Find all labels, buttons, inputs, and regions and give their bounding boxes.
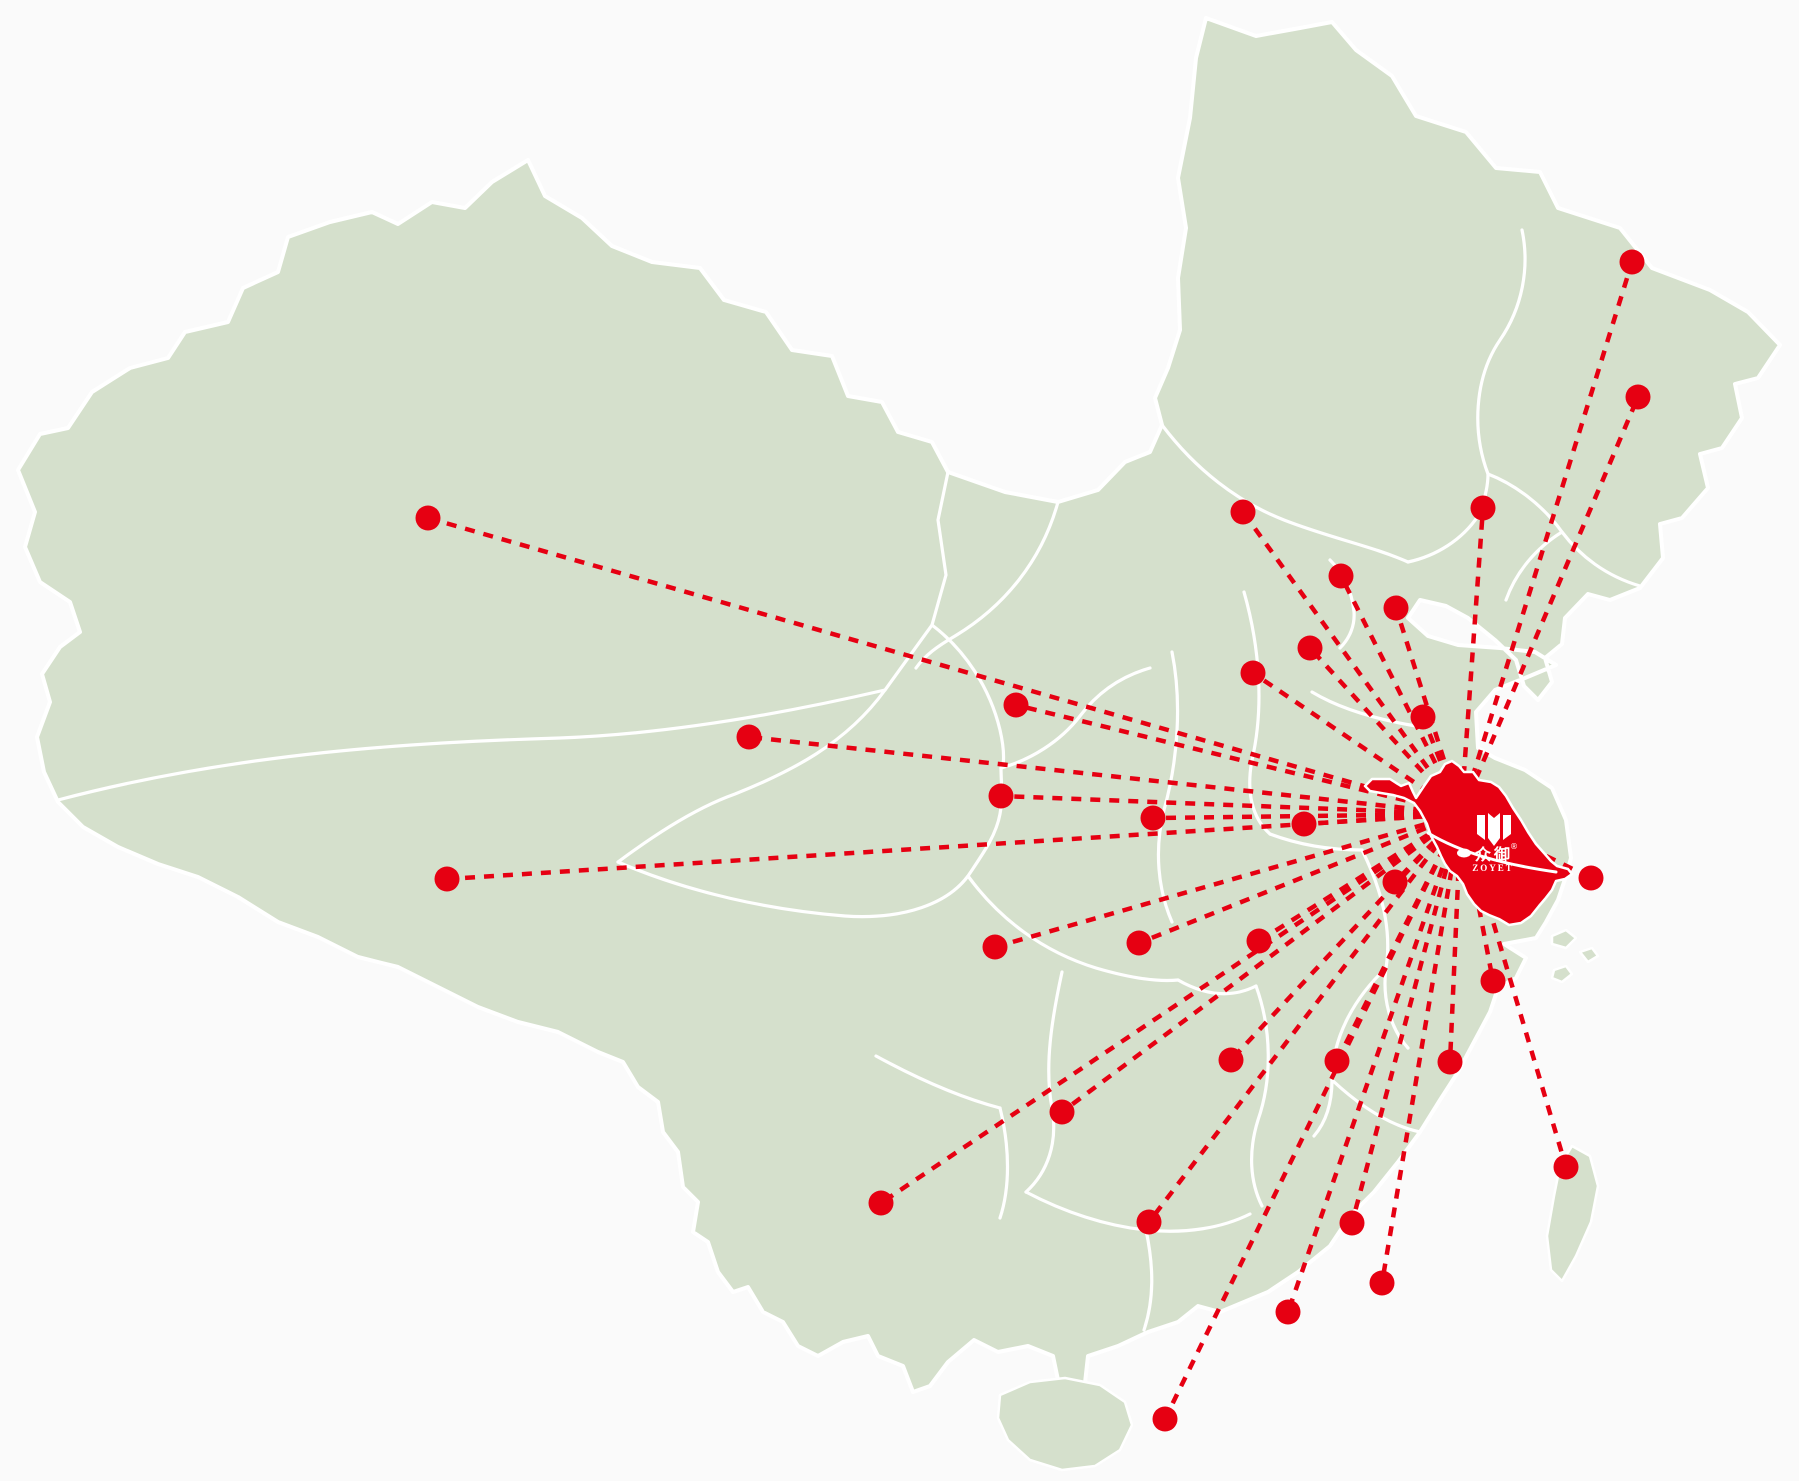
location-dot-7 bbox=[982, 934, 1008, 960]
highlight-region-jiangsu bbox=[1363, 759, 1574, 927]
border-henan-anhui bbox=[1268, 832, 1364, 852]
yangtze-river-line bbox=[1426, 831, 1558, 874]
connection-line-7 bbox=[994, 811, 1462, 950]
border-gansu-shaanxi bbox=[999, 666, 1152, 770]
location-dot-3 bbox=[434, 866, 460, 892]
border-yunnan-sichuan bbox=[874, 1054, 1002, 1110]
location-dot-30 bbox=[1383, 595, 1409, 621]
shield-left-bar bbox=[1477, 815, 1485, 840]
border-tibet-qinghai bbox=[616, 688, 887, 864]
border-tibet-sichuan bbox=[616, 766, 1004, 919]
zoyet-logo: 众御 ® ZOYET bbox=[1472, 813, 1518, 873]
logo-chinese-text: 众御 bbox=[1475, 845, 1513, 864]
connection-line-24 bbox=[1393, 812, 1463, 884]
location-dot-6 bbox=[1140, 805, 1166, 831]
shield-center bbox=[1488, 813, 1500, 846]
location-dot-10 bbox=[1049, 1099, 1075, 1125]
border-henan-shandong bbox=[1310, 690, 1418, 728]
location-dot-33 bbox=[1410, 704, 1436, 730]
tai-lake bbox=[1457, 848, 1471, 858]
zhoushan-islet-2 bbox=[1578, 946, 1600, 964]
border-fujian-north bbox=[1330, 1078, 1422, 1134]
border-hubei-hunan bbox=[1176, 978, 1258, 996]
location-dot-22 bbox=[1578, 865, 1604, 891]
location-dot-32 bbox=[1240, 660, 1266, 686]
shield-right-bar bbox=[1503, 815, 1511, 840]
border-guangdong-guangxi bbox=[1142, 1228, 1154, 1332]
location-dots bbox=[415, 249, 1651, 1432]
border-shanxi-hebei bbox=[1242, 590, 1272, 836]
border-xinjiang-tibet bbox=[56, 688, 887, 802]
location-dot-25 bbox=[1230, 499, 1256, 525]
connection-line-15 bbox=[1349, 813, 1464, 1224]
shield-icon bbox=[1477, 813, 1511, 846]
connection-line-1 bbox=[427, 515, 1462, 817]
border-heilongjiang-jilin bbox=[1476, 228, 1527, 476]
china-mainland bbox=[16, 16, 1782, 1404]
location-dot-9 bbox=[1246, 928, 1272, 954]
connection-line-26 bbox=[1458, 507, 1486, 815]
border-shaanxi-shanxi bbox=[1156, 650, 1180, 924]
location-dot-21 bbox=[1553, 1154, 1579, 1180]
location-dot-1 bbox=[415, 505, 441, 531]
connection-line-8 bbox=[1138, 811, 1462, 946]
location-dot-13 bbox=[1218, 1047, 1244, 1073]
location-dot-12 bbox=[1136, 1209, 1162, 1235]
location-dot-26 bbox=[1470, 495, 1496, 521]
connection-line-25 bbox=[1241, 510, 1463, 816]
region-water-details bbox=[1426, 831, 1558, 874]
connection-line-17 bbox=[1379, 813, 1464, 1284]
connection-line-2 bbox=[748, 734, 1462, 817]
location-dot-27 bbox=[1619, 249, 1645, 275]
zhoushan-islands bbox=[1550, 928, 1600, 984]
location-dot-16 bbox=[1275, 1299, 1301, 1325]
location-dot-20 bbox=[1480, 968, 1506, 994]
border-xinjiang-east bbox=[883, 470, 950, 692]
connection-line-11 bbox=[879, 812, 1463, 1205]
logo-latin-text: ZOYET bbox=[1472, 863, 1514, 873]
connection-line-10 bbox=[1060, 812, 1463, 1114]
connection-lines bbox=[427, 261, 1641, 1420]
location-dot-19 bbox=[1437, 1049, 1463, 1075]
location-dot-4 bbox=[1003, 692, 1029, 718]
location-dot-29 bbox=[1328, 563, 1354, 589]
connection-line-27 bbox=[1458, 261, 1635, 815]
connection-line-12 bbox=[1147, 812, 1463, 1224]
location-dot-14 bbox=[1324, 1048, 1350, 1074]
location-dot-24 bbox=[1382, 869, 1408, 895]
location-dot-11 bbox=[868, 1190, 894, 1216]
zhoushan-islet-1 bbox=[1550, 928, 1578, 950]
location-dot-28 bbox=[1625, 384, 1651, 410]
location-dot-18 bbox=[1152, 1406, 1178, 1432]
connection-line-16 bbox=[1285, 813, 1464, 1313]
border-innermongolia-gansu bbox=[914, 500, 1060, 670]
location-dot-5 bbox=[988, 783, 1014, 809]
hainan-island bbox=[996, 1376, 1134, 1472]
taiwan-island bbox=[1545, 1144, 1600, 1283]
connection-line-4 bbox=[1015, 702, 1462, 817]
border-innermongolia-hebei bbox=[1160, 423, 1410, 564]
location-dot-31 bbox=[1297, 635, 1323, 661]
connection-line-30 bbox=[1393, 607, 1464, 815]
zhoushan-islet-3 bbox=[1550, 964, 1574, 984]
location-dot-2 bbox=[736, 724, 762, 750]
location-dot-17 bbox=[1369, 1270, 1395, 1296]
location-dot-8 bbox=[1126, 930, 1152, 956]
border-sichuan-south bbox=[966, 874, 1180, 983]
border-hebei-liaoning bbox=[1504, 530, 1564, 602]
registered-mark: ® bbox=[1510, 842, 1518, 851]
connection-line-5 bbox=[1000, 793, 1462, 817]
location-dot-23 bbox=[1291, 811, 1317, 837]
location-dot-15 bbox=[1339, 1210, 1365, 1236]
